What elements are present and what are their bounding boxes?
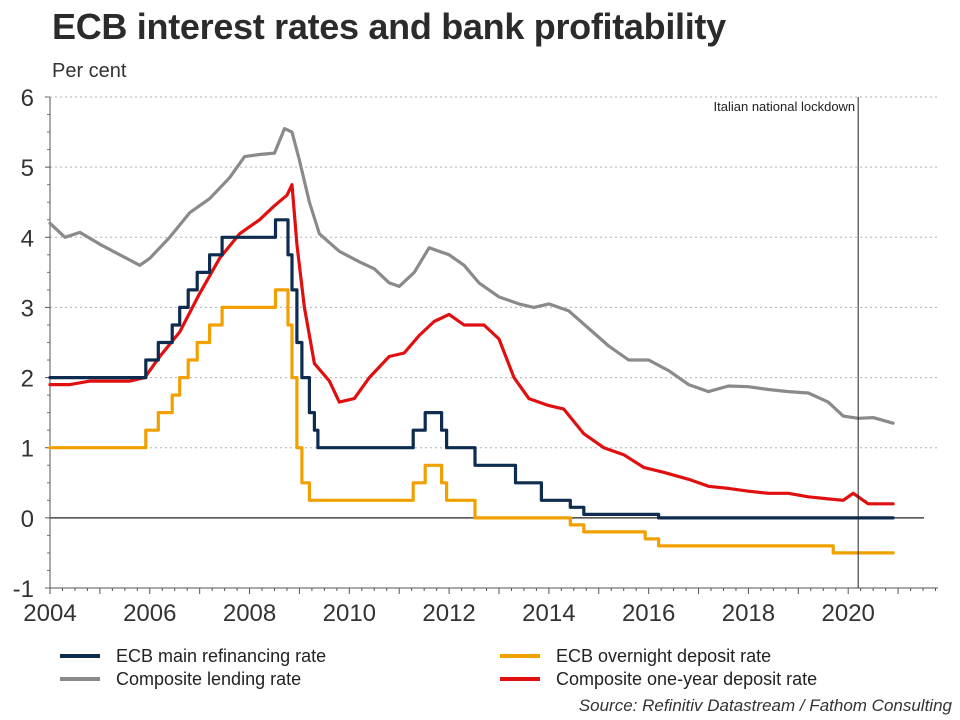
legend-item-overnight: ECB overnight deposit rate (500, 645, 771, 667)
x-tick-label: 2008 (223, 600, 276, 627)
source-note: Source: Refinitiv Datastream / Fathom Co… (578, 696, 952, 715)
annotation: Italian national lockdown (714, 97, 859, 588)
legend-label-deposit: Composite one-year deposit rate (556, 668, 818, 689)
legend-swatch-lending (60, 677, 100, 681)
y-tick-labels: -1 0 1 2 3 4 5 6 (13, 85, 51, 603)
y-tick-label: 1 (21, 436, 34, 463)
legend-label-lending: Composite lending rate (116, 668, 302, 689)
y-tick-label: 6 (21, 85, 34, 112)
legend-swatch-refinancing (60, 654, 100, 658)
y-axis-label: Per cent (52, 60, 127, 82)
y-tick-label: -1 (13, 576, 34, 603)
y-tick-label: 5 (21, 155, 34, 182)
x-tick-label: 2018 (722, 600, 775, 627)
x-tick-label: 2016 (622, 600, 675, 627)
legend-item-deposit: Composite one-year deposit rate (500, 668, 817, 690)
y-tick-label: 2 (21, 366, 34, 393)
lockdown-label: Italian national lockdown (714, 99, 856, 114)
legend-item-refinancing: ECB main refinancing rate (60, 645, 326, 667)
x-tick-label: 2004 (23, 600, 76, 627)
x-axis: 2004 2006 2008 2010 2012 2014 2016 2018 2020 (23, 587, 938, 627)
x-tick-label: 2020 (822, 600, 875, 627)
legend-swatch-overnight (500, 654, 540, 658)
composite-deposit-rate-line (48, 183, 895, 506)
y-tick-label: 3 (21, 295, 34, 322)
legend-item-lending: Composite lending rate (60, 668, 301, 690)
composite-lending-rate-line (48, 127, 895, 425)
legend-label-refinancing: ECB main refinancing rate (116, 645, 327, 666)
legend-label-overnight: ECB overnight deposit rate (556, 645, 772, 666)
legend-swatch-deposit (500, 677, 540, 681)
x-tick-label: 2006 (123, 600, 176, 627)
chart-title: ECB interest rates and bank profitabilit… (52, 6, 726, 47)
overnight-deposit-rate-line (48, 288, 895, 555)
y-tick-label: 4 (21, 225, 34, 252)
y-tick-label: 0 (21, 506, 34, 533)
x-tick-label: 2012 (422, 600, 475, 627)
refinancing-rate-line (48, 218, 895, 520)
x-tick-label: 2010 (323, 600, 376, 627)
series-lines (48, 127, 895, 555)
x-tick-label: 2014 (522, 600, 575, 627)
